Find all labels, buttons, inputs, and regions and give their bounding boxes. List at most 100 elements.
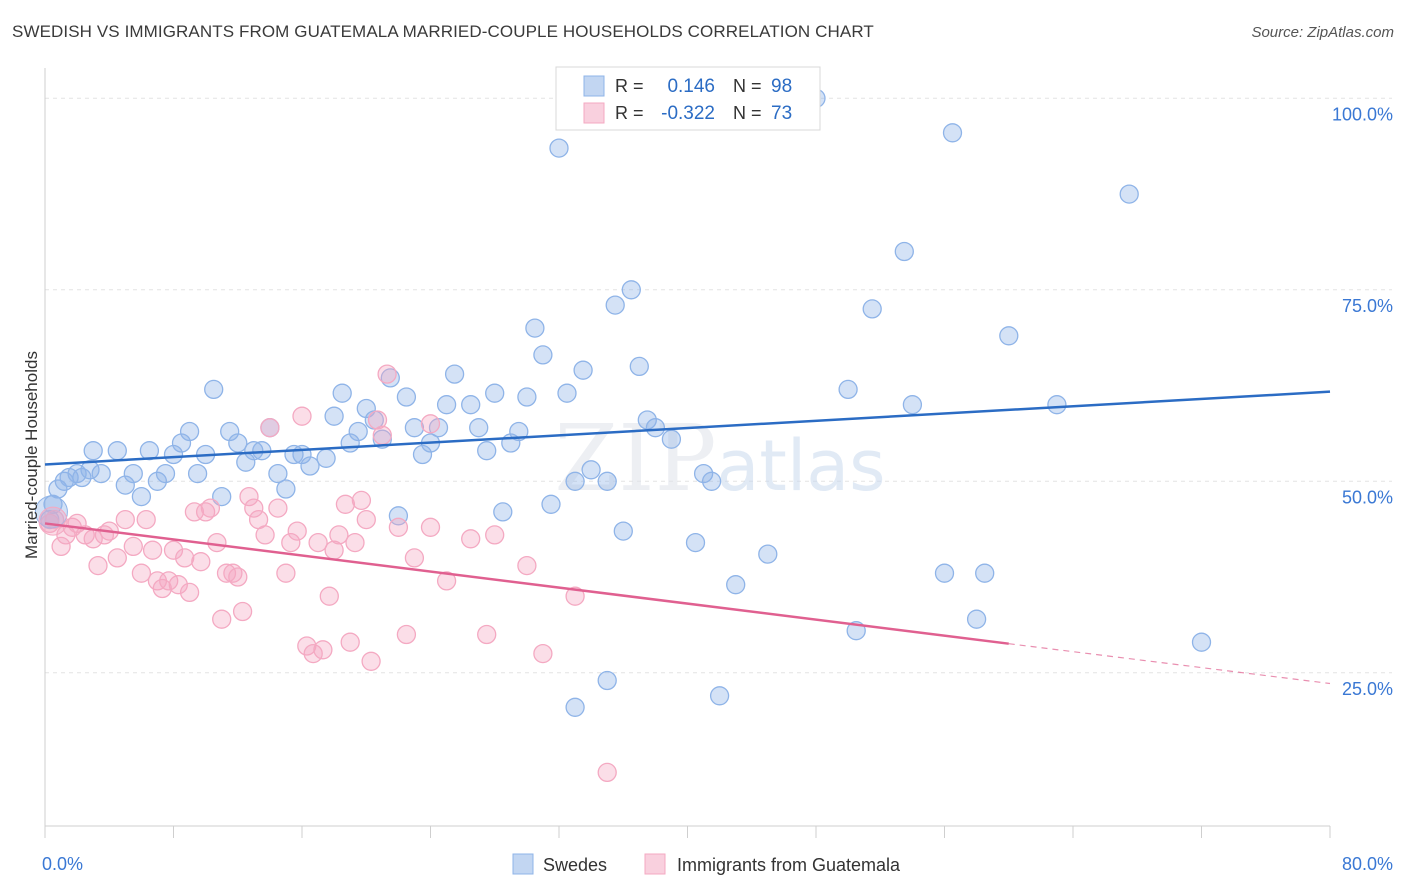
swedes-point-58 bbox=[509, 421, 529, 442]
swedes-point-66 bbox=[573, 360, 593, 380]
guatemala-point-20 bbox=[163, 540, 184, 560]
guatemala-point-37 bbox=[255, 525, 275, 545]
stats-swatch-0 bbox=[583, 75, 605, 97]
guatemala-point-13 bbox=[123, 536, 143, 557]
guatemala-point-19 bbox=[159, 571, 179, 591]
swedes-point-90 bbox=[999, 326, 1019, 346]
guatemala-point-60 bbox=[388, 517, 409, 537]
swedes-point-87 bbox=[934, 563, 955, 583]
swedes-point-39 bbox=[348, 421, 368, 442]
swedes-trend-line bbox=[44, 390, 1331, 466]
guatemala-point-50 bbox=[329, 525, 349, 545]
bottom-legend: Swedes Immigrants from Guatemala bbox=[512, 853, 901, 875]
guatemala-point-67 bbox=[517, 555, 537, 576]
guatemala-point-40 bbox=[276, 563, 296, 583]
swedes-point-30 bbox=[268, 463, 288, 484]
guatemala-point-18 bbox=[152, 578, 172, 599]
guatemala-point-41 bbox=[281, 532, 301, 553]
stats-n-value-0: 98 bbox=[771, 76, 792, 97]
swedes-point-95 bbox=[597, 670, 617, 691]
guatemala-point-52 bbox=[340, 632, 360, 652]
swedes-point-79 bbox=[726, 575, 746, 595]
swedes-point-72 bbox=[629, 356, 649, 377]
stats-r-value-0: 0.146 bbox=[667, 76, 715, 97]
swedes-point-10 bbox=[107, 441, 127, 461]
guatemala-point-63 bbox=[420, 414, 441, 434]
swedes-point-55 bbox=[485, 383, 505, 403]
legend-swatch-1 bbox=[644, 853, 666, 875]
swedes-point-2 bbox=[48, 479, 68, 499]
guatemala-point-25 bbox=[191, 552, 211, 572]
guatemala-point-14 bbox=[131, 563, 152, 583]
stats-r-label-1: R = bbox=[615, 103, 644, 123]
swedes-point-84 bbox=[894, 241, 914, 262]
swedes-point-70 bbox=[613, 521, 633, 541]
swedes-point-67 bbox=[581, 460, 601, 480]
swedes-point-65 bbox=[565, 471, 585, 491]
swedes-point-62 bbox=[541, 494, 561, 514]
guatemala-point-57 bbox=[367, 410, 388, 430]
guatemala-point-32 bbox=[228, 567, 248, 587]
guatemala-point-68 bbox=[533, 643, 553, 664]
guatemala-point-70 bbox=[597, 762, 617, 783]
swedes-point-85 bbox=[902, 395, 923, 415]
guatemala-point-42 bbox=[287, 521, 307, 541]
y-axis-label: Married-couple Households bbox=[22, 351, 41, 559]
guatemala-point-72 bbox=[461, 529, 481, 549]
swedes-point-86 bbox=[942, 123, 963, 143]
swedes-point-31 bbox=[276, 479, 296, 499]
swedes-point-89 bbox=[966, 609, 987, 629]
guatemala-point-55 bbox=[356, 509, 376, 530]
swedes-point-56 bbox=[493, 502, 513, 522]
guatemala-trend-extension bbox=[1008, 643, 1331, 685]
guatemala-point-cluster bbox=[38, 506, 68, 536]
stats-legend: R = 0.146 N = 98 R = -0.322 N = 73 bbox=[555, 66, 821, 131]
guatemala-point-46 bbox=[308, 532, 328, 553]
swedes-point-73 bbox=[637, 410, 657, 430]
x-tick-label-0: 0.0% bbox=[42, 854, 83, 874]
guatemala-point-29 bbox=[212, 609, 232, 629]
guatemala-point-69 bbox=[565, 586, 585, 606]
guatemala-point-21 bbox=[168, 575, 188, 595]
guatemala-point-22 bbox=[175, 548, 195, 568]
swedes-point-27 bbox=[244, 441, 264, 461]
chart-title: SWEDISH VS IMMIGRANTS FROM GUATEMALA MAR… bbox=[12, 22, 874, 41]
x-tick-label-1: 80.0% bbox=[1342, 854, 1393, 874]
stats-n-value-1: 73 bbox=[771, 103, 792, 124]
swedes-point-63 bbox=[549, 138, 569, 158]
swedes-point-6 bbox=[72, 467, 92, 488]
swedes-point-13 bbox=[131, 486, 152, 507]
y-tick-label-0: 25.0% bbox=[1342, 679, 1393, 699]
swedes-point-96 bbox=[709, 686, 730, 706]
swedes-point-77 bbox=[693, 463, 714, 484]
guatemala-point-51 bbox=[335, 494, 356, 514]
swedes-point-69 bbox=[605, 295, 625, 315]
guatemala-point-66 bbox=[485, 525, 505, 545]
y-tick-label-3: 100.0% bbox=[1332, 104, 1393, 124]
chart-source: Source: ZipAtlas.com bbox=[1251, 24, 1394, 41]
guatemala-point-61 bbox=[396, 624, 417, 645]
swedes-point-16 bbox=[155, 463, 176, 484]
guatemala-point-47 bbox=[313, 640, 333, 660]
swedes-point-37 bbox=[332, 383, 352, 403]
grid-layer: 25.0% 50.0% 75.0% 100.0% bbox=[45, 97, 1393, 699]
guatemala-point-48 bbox=[319, 586, 339, 606]
swedes-point-19 bbox=[179, 421, 200, 442]
stats-r-value-1: -0.322 bbox=[661, 103, 715, 124]
swedes-point-50 bbox=[436, 395, 457, 415]
swedes-point-15 bbox=[147, 471, 168, 491]
legend-label-1: Immigrants from Guatemala bbox=[677, 855, 901, 875]
swedes-point-51 bbox=[444, 364, 465, 384]
guatemala-point-35 bbox=[244, 498, 264, 518]
guatemala-point-30 bbox=[216, 563, 237, 583]
y-tick-label-2: 75.0% bbox=[1342, 296, 1393, 316]
guatemala-point-44 bbox=[297, 636, 317, 656]
swedes-point-12 bbox=[123, 463, 143, 484]
guatemala-point-24 bbox=[184, 502, 205, 522]
swedes-point-92 bbox=[1119, 184, 1139, 204]
guatemala-point-38 bbox=[260, 418, 280, 438]
watermark: ZIPatlas bbox=[554, 405, 885, 512]
guatemala-point-65 bbox=[477, 624, 497, 645]
guatemala-point-39 bbox=[268, 498, 288, 518]
